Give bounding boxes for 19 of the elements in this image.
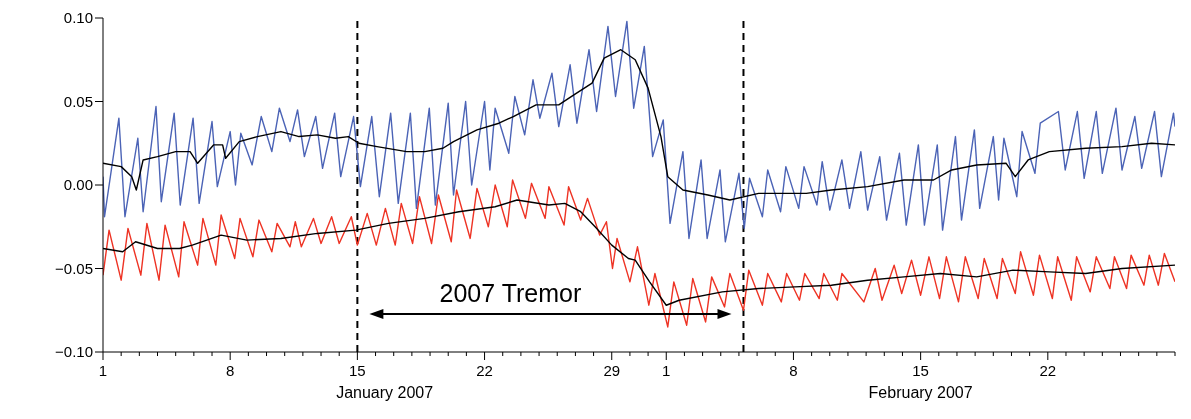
x-tick-label: 1 [662,362,671,379]
y-tick-label: −0.05 [55,259,93,277]
text: February 2007 [868,384,973,401]
x-tick-label: 29 [603,362,621,379]
y-tick-label: 0.10 [63,9,93,27]
x-tick-label: 1 [98,362,108,379]
y-tick-label: −0.10 [55,343,93,361]
x-tick-label: 22 [1039,362,1057,379]
line-series [103,20,1175,243]
text: January 2007 [336,384,434,401]
x-tick-label: 15 [912,362,929,379]
x-tick-label: 22 [476,362,493,379]
x-tick-label: 15 [349,362,366,379]
line-series [103,179,1175,328]
y-tick-label: 0.00 [63,176,93,194]
y-tick-label: 0.05 [63,92,93,110]
x-tick-label: 8 [226,362,235,379]
x-tick-label: 8 [789,362,798,379]
annotation: 2007 Tremor [439,279,582,307]
